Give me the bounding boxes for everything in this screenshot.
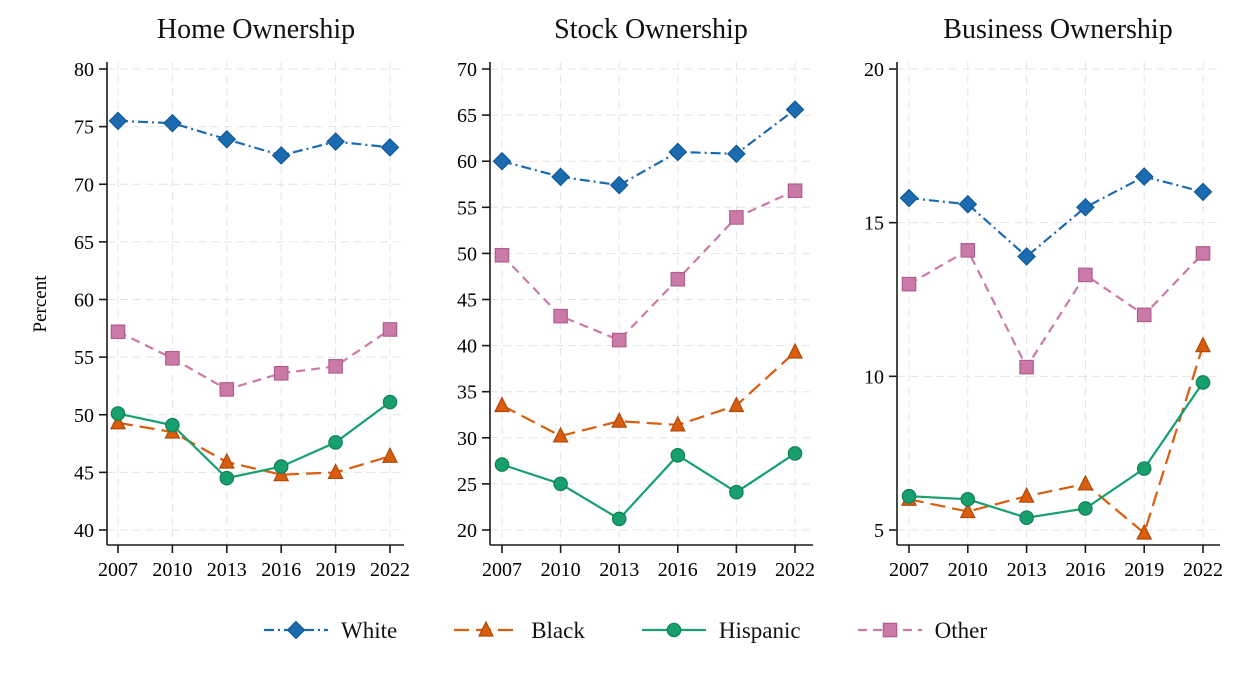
- business-ownership-title: Business Ownership: [943, 14, 1172, 45]
- svg-text:10: 10: [864, 366, 884, 388]
- svg-text:2013: 2013: [1007, 559, 1047, 581]
- white-line-marker-icon: [264, 620, 328, 640]
- home-ownership-chart: Home Ownership Percent 40 45 50 55 60 65 70 75 8…: [30, 14, 410, 581]
- svg-text:75: 75: [74, 117, 94, 139]
- svg-text:65: 65: [457, 105, 477, 127]
- svg-text:30: 30: [457, 428, 477, 450]
- svg-text:2022: 2022: [370, 559, 410, 581]
- svg-text:2016: 2016: [658, 559, 698, 581]
- legend-label-hispanic: Hispanic: [718, 617, 801, 643]
- svg-text:2010: 2010: [152, 559, 192, 581]
- chart-panels: Home Ownership Percent 40 45 50 55 60 65 70 75 8…: [0, 0, 1250, 592]
- business-ownership-plot-area: 5 10 15 20 2007 2010 2013 2016 2019 2022: [864, 59, 1223, 581]
- hispanic-line-marker-icon: [641, 622, 706, 638]
- svg-text:20: 20: [864, 59, 884, 81]
- svg-text:40: 40: [74, 520, 94, 542]
- legend-label-white: White: [341, 617, 398, 643]
- legend-item-black: Black: [453, 616, 585, 644]
- svg-text:50: 50: [457, 243, 477, 265]
- business-ownership-chart: Business Ownership 5 10 15 20 2007 2010 2013 20…: [864, 14, 1223, 581]
- svg-text:15: 15: [864, 213, 884, 235]
- svg-text:50: 50: [74, 405, 94, 427]
- y-axis-label: Percent: [30, 275, 51, 333]
- svg-text:70: 70: [457, 59, 477, 81]
- svg-text:80: 80: [74, 59, 94, 81]
- svg-text:70: 70: [74, 174, 94, 196]
- svg-text:40: 40: [457, 336, 477, 358]
- svg-text:2019: 2019: [1124, 559, 1164, 581]
- svg-text:45: 45: [457, 290, 477, 312]
- svg-text:35: 35: [457, 382, 477, 404]
- panel-business-ownership: Business Ownership 5 10 15 20 2007 2010 2013 20…: [830, 0, 1250, 592]
- legend-label-other: Other: [934, 617, 987, 643]
- svg-text:2013: 2013: [599, 559, 639, 581]
- svg-text:2022: 2022: [775, 559, 815, 581]
- svg-text:2016: 2016: [1065, 559, 1105, 581]
- svg-text:2016: 2016: [261, 559, 301, 581]
- svg-text:20: 20: [457, 520, 477, 542]
- stock-ownership-chart: Stock Ownership 202530354045505560657020…: [457, 14, 815, 581]
- legend-item-white: White: [263, 616, 397, 644]
- svg-text:60: 60: [457, 151, 477, 173]
- svg-text:25: 25: [457, 474, 477, 496]
- legend-item-other: Other: [857, 616, 987, 644]
- svg-text:2007: 2007: [482, 559, 522, 581]
- svg-text:2010: 2010: [541, 559, 581, 581]
- svg-text:45: 45: [74, 462, 94, 484]
- svg-text:55: 55: [457, 197, 477, 219]
- svg-text:60: 60: [74, 290, 94, 312]
- svg-text:2007: 2007: [889, 559, 929, 581]
- home-ownership-plot-area: 40 45 50 55 60 65 70 75 80 2007 2010 2013 2016 2019 20…: [74, 59, 410, 581]
- panel-stock-ownership: Stock Ownership 20 25 30 35 40 45 50 55 60 65 70 20…: [417, 0, 830, 592]
- svg-text:55: 55: [74, 347, 94, 369]
- svg-text:2019: 2019: [316, 559, 356, 581]
- stock-ownership-plot-area: 20 25 30 35 40 45 50 55 60 65 70 2007 2010 2013 2016 20…: [457, 59, 815, 581]
- stock-ownership-title: Stock Ownership: [554, 14, 748, 45]
- svg-text:5: 5: [874, 520, 884, 542]
- svg-text:65: 65: [74, 232, 94, 254]
- panel-home-ownership: Home Ownership Percent 40 45 50 55 60 65 70 75 8…: [0, 0, 417, 592]
- legend-label-black: Black: [531, 617, 585, 643]
- other-line-marker-icon: [857, 622, 922, 638]
- svg-text:2022: 2022: [1183, 559, 1223, 581]
- svg-text:2013: 2013: [207, 559, 247, 581]
- legend-item-hispanic: Hispanic: [641, 616, 801, 644]
- svg-text:2019: 2019: [716, 559, 756, 581]
- home-ownership-title: Home Ownership: [157, 14, 355, 45]
- svg-text:2007: 2007: [98, 559, 138, 581]
- black-line-marker-icon: [454, 620, 519, 637]
- svg-text:2010: 2010: [948, 559, 988, 581]
- legend: White Black Hispanic Other: [0, 616, 1250, 644]
